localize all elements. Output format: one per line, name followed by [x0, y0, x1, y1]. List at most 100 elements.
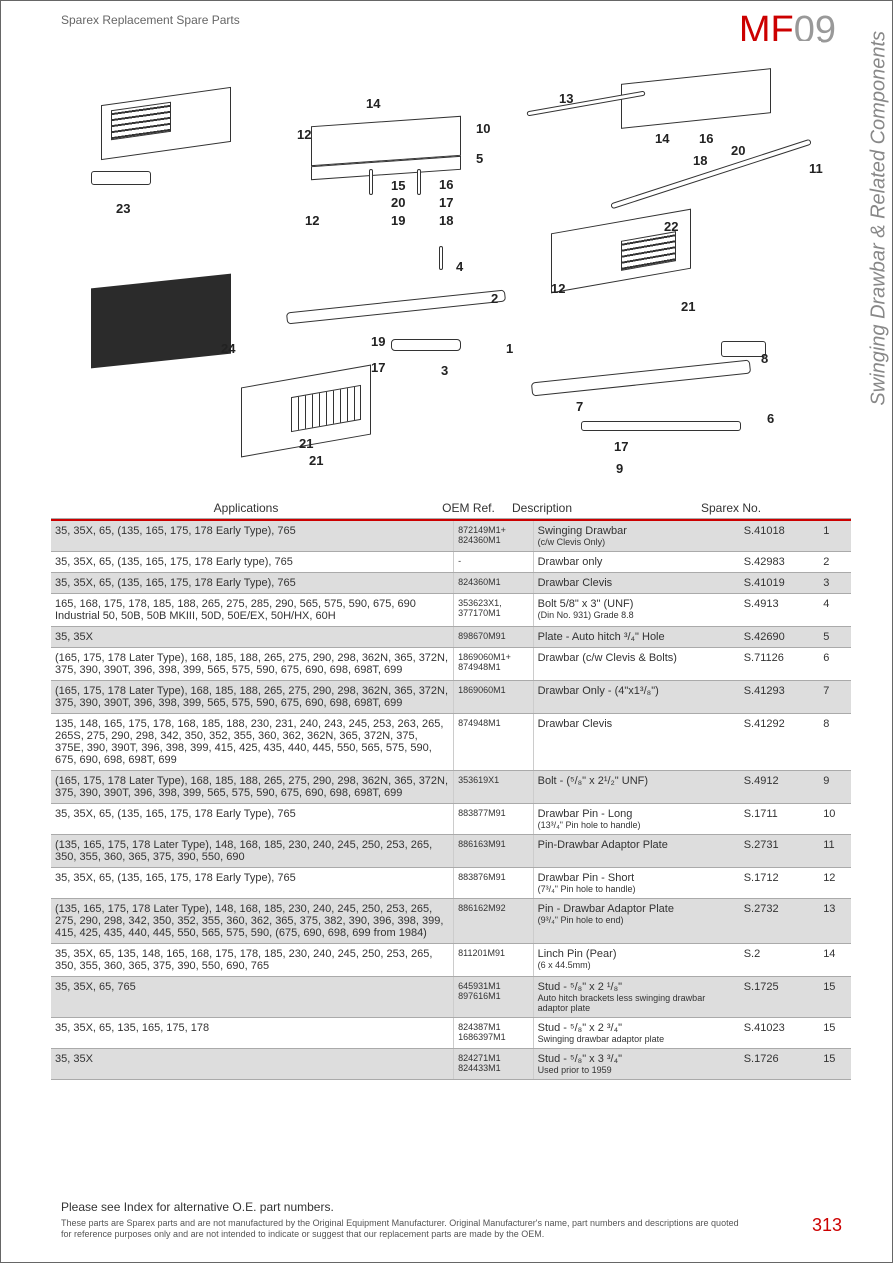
cell-oem: 353623X1,377170M1 [454, 594, 533, 627]
cell-ref-num: 5 [819, 627, 851, 648]
callout-1: 1 [506, 341, 513, 356]
cell-ref-num: 9 [819, 771, 851, 804]
cell-ref-num: 8 [819, 714, 851, 771]
cell-ref-num: 2 [819, 552, 851, 573]
callout-14: 14 [366, 96, 380, 111]
cell-oem: 886163M91 [454, 835, 533, 868]
cell-applications: 35, 35X, 65, (135, 165, 175, 178 Early T… [51, 521, 454, 552]
cell-applications: 35, 35X, 65, (135, 165, 175, 178 Early T… [51, 573, 454, 594]
table-row: 35, 35X824271M1824433M1Stud - ⁵/₈" x 3 ³… [51, 1049, 851, 1080]
cell-applications: (165, 175, 178 Later Type), 168, 185, 18… [51, 771, 454, 804]
callout-5: 5 [476, 151, 483, 166]
diagram-part [391, 339, 461, 351]
cell-description: Drawbar Clevis [533, 573, 740, 594]
diagram-part [417, 169, 421, 195]
callout-21: 21 [299, 436, 313, 451]
callout-20: 20 [391, 195, 405, 210]
table-row: 35, 35X898670M91Plate - Auto hitch ³/₄" … [51, 627, 851, 648]
diagram-part [531, 360, 751, 397]
footer-index-note: Please see Index for alternative O.E. pa… [61, 1200, 334, 1214]
cell-oem: 811201M91 [454, 944, 533, 977]
table-row: (165, 175, 178 Later Type), 168, 185, 18… [51, 771, 851, 804]
cell-description: Bolt - (⁵/₈" x 2¹/₂" UNF) [533, 771, 740, 804]
diagram-part [439, 246, 443, 270]
cell-oem: 872149M1+824360M1 [454, 521, 533, 552]
cell-sparex-no: S.4912 [740, 771, 819, 804]
cell-oem: 645931M1897616M1 [454, 977, 533, 1018]
cell-sparex-no: S.2731 [740, 835, 819, 868]
cell-description: Drawbar (c/w Clevis & Bolts) [533, 648, 740, 681]
cell-description: Plate - Auto hitch ³/₄" Hole [533, 627, 740, 648]
diagram-part [581, 421, 741, 431]
cell-oem: 1869060M1 [454, 681, 533, 714]
diagram-part [91, 171, 151, 185]
brand-header: Sparex Replacement Spare Parts [61, 13, 240, 27]
table-row: 35, 35X, 65, 765645931M1897616M1Stud - ⁵… [51, 977, 851, 1018]
cell-ref-num: 10 [819, 804, 851, 835]
cell-ref-num: 3 [819, 573, 851, 594]
page-number: 313 [812, 1215, 842, 1236]
cell-description: Pin - Drawbar Adaptor Plate(9³/₄" Pin ho… [533, 899, 740, 944]
callout-11: 11 [809, 161, 823, 176]
cell-applications: 35, 35X, 65, (135, 165, 175, 178 Early T… [51, 868, 454, 899]
cell-oem: 883877M91 [454, 804, 533, 835]
cell-description: Drawbar Pin - Short(7³/₄" Pin hole to ha… [533, 868, 740, 899]
cell-ref-num: 7 [819, 681, 851, 714]
callout-10: 10 [476, 121, 490, 136]
cell-ref-num: 1 [819, 521, 851, 552]
callout-16: 16 [699, 131, 713, 146]
callout-17: 17 [371, 360, 385, 375]
cell-applications: 35, 35X [51, 1049, 454, 1080]
cell-applications: 135, 148, 165, 175, 178, 168, 185, 188, … [51, 714, 454, 771]
callout-24: 24 [221, 341, 235, 356]
col-description: Description [506, 501, 701, 515]
cell-applications: 165, 168, 175, 178, 185, 188, 265, 275, … [51, 594, 454, 627]
side-title: Swinging Drawbar & Related Components [868, 31, 891, 406]
cell-oem: - [454, 552, 533, 573]
callout-12: 12 [551, 281, 565, 296]
exploded-diagram: 1410125131416201811231516201712191822412… [61, 41, 821, 491]
cell-ref-num: 11 [819, 835, 851, 868]
cell-ref-num: 15 [819, 1049, 851, 1080]
diagram-part [610, 139, 812, 210]
cell-ref-num: 4 [819, 594, 851, 627]
cell-ref-num: 12 [819, 868, 851, 899]
table-row: 35, 35X, 65, (135, 165, 175, 178 Early T… [51, 573, 851, 594]
cell-oem: 824387M11686397M1 [454, 1018, 533, 1049]
cell-oem: 824271M1824433M1 [454, 1049, 533, 1080]
cell-sparex-no: S.41019 [740, 573, 819, 594]
callout-21: 21 [681, 299, 695, 314]
cell-description: Drawbar Pin - Long(13³/₄" Pin hole to ha… [533, 804, 740, 835]
callout-21: 21 [309, 453, 323, 468]
table-row: (165, 175, 178 Later Type), 168, 185, 18… [51, 681, 851, 714]
table-row: 35, 35X, 65, (135, 165, 175, 178 Early t… [51, 552, 851, 573]
cell-applications: (165, 175, 178 Later Type), 168, 185, 18… [51, 648, 454, 681]
footer-disclaimer: These parts are Sparex parts and are not… [61, 1218, 741, 1240]
col-sparex: Sparex No. [701, 501, 776, 515]
cell-applications: (135, 165, 175, 178 Later Type), 148, 16… [51, 899, 454, 944]
cell-ref-num: 15 [819, 1018, 851, 1049]
callout-17: 17 [614, 439, 628, 454]
table-row: (135, 165, 175, 178 Later Type), 148, 16… [51, 835, 851, 868]
callout-18: 18 [693, 153, 707, 168]
cell-sparex-no: S.42690 [740, 627, 819, 648]
cell-sparex-no: S.1711 [740, 804, 819, 835]
cell-description: Swinging Drawbar(c/w Clevis Only) [533, 521, 740, 552]
cell-sparex-no: S.2 [740, 944, 819, 977]
diagram-part [621, 68, 771, 129]
cell-applications: 35, 35X, 65, (135, 165, 175, 178 Early t… [51, 552, 454, 573]
cell-applications: 35, 35X [51, 627, 454, 648]
cell-description: Drawbar Only - (4"x1³/₈") [533, 681, 740, 714]
cell-sparex-no: S.42983 [740, 552, 819, 573]
callout-13: 13 [559, 91, 573, 106]
table-row: (165, 175, 178 Later Type), 168, 185, 18… [51, 648, 851, 681]
table-row: 165, 168, 175, 178, 185, 188, 265, 275, … [51, 594, 851, 627]
parts-table: Applications OEM Ref. Description Sparex… [51, 501, 851, 1080]
cell-sparex-no: S.1726 [740, 1049, 819, 1080]
callout-16: 16 [439, 177, 453, 192]
cell-applications: 35, 35X, 65, (135, 165, 175, 178 Early T… [51, 804, 454, 835]
col-oem: OEM Ref. [431, 501, 506, 515]
cell-oem: 898670M91 [454, 627, 533, 648]
callout-8: 8 [761, 351, 768, 366]
callout-17: 17 [439, 195, 453, 210]
